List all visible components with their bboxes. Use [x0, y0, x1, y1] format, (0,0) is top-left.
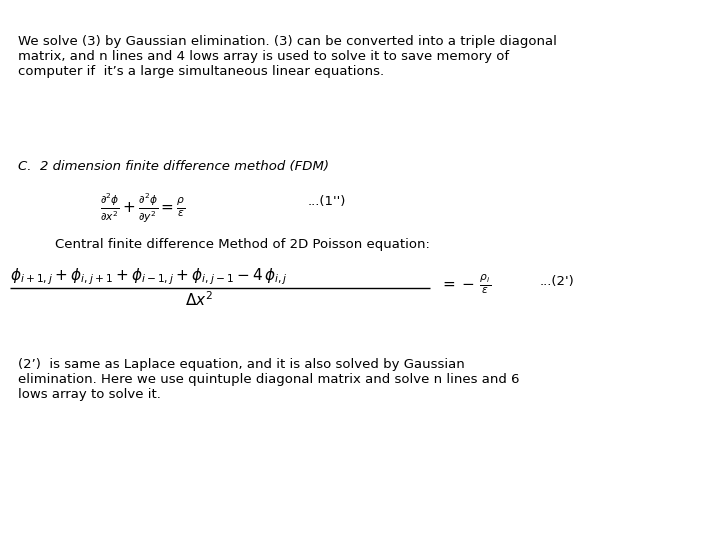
Text: $\Delta x^2$: $\Delta x^2$ [185, 290, 213, 309]
Text: We solve (3) by Gaussian elimination. (3) can be converted into a triple diagona: We solve (3) by Gaussian elimination. (3… [18, 35, 557, 48]
Text: $\phi_{i+1,j} + \phi_{i,j+1} + \phi_{i-1,j} + \phi_{i,j-1} - 4\,\phi_{i,j}$: $\phi_{i+1,j} + \phi_{i,j+1} + \phi_{i-1… [10, 266, 288, 287]
Text: lows array to solve it.: lows array to solve it. [18, 388, 161, 401]
Text: computer if  it’s a large simultaneous linear equations.: computer if it’s a large simultaneous li… [18, 65, 384, 78]
Text: ...(2'): ...(2') [540, 275, 575, 288]
Text: $\frac{\partial^2\phi}{\partial x^2} + \frac{\partial^2\phi}{\partial y^2} = \fr: $\frac{\partial^2\phi}{\partial x^2} + \… [100, 192, 186, 225]
Text: C.  2 dimension finite difference method (FDM): C. 2 dimension finite difference method … [18, 160, 329, 173]
Text: Central finite difference Method of 2D Poisson equation:: Central finite difference Method of 2D P… [38, 238, 430, 251]
Text: (2’)  is same as Laplace equation, and it is also solved by Gaussian: (2’) is same as Laplace equation, and it… [18, 358, 464, 371]
Text: elimination. Here we use quintuple diagonal matrix and solve n lines and 6: elimination. Here we use quintuple diago… [18, 373, 520, 386]
Text: matrix, and n lines and 4 lows array is used to solve it to save memory of: matrix, and n lines and 4 lows array is … [18, 50, 509, 63]
Text: $= -\,\frac{\rho_i}{\varepsilon}$: $= -\,\frac{\rho_i}{\varepsilon}$ [440, 273, 491, 296]
Text: ...(1''): ...(1'') [308, 195, 346, 208]
